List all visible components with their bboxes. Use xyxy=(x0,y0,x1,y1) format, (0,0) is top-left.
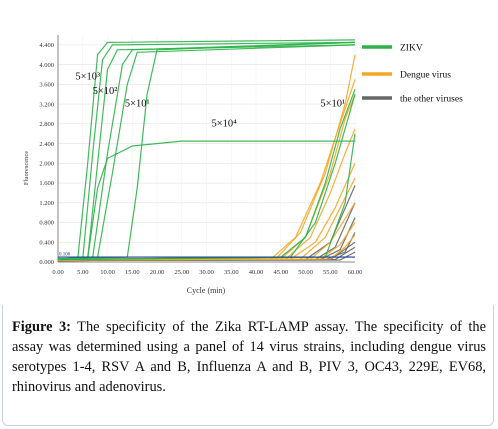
series-line xyxy=(57,133,356,261)
y-tick-label: 1.600 xyxy=(39,180,54,187)
y-tick-label: 0.800 xyxy=(39,220,54,227)
x-tick-label: 45.00 xyxy=(273,269,288,276)
chart-area: 0.000 0.400 0.800 1.200 1.600 2.000 2.400 2.800… xyxy=(23,35,464,295)
amplification-chart: 0.000 0.400 0.800 1.200 1.600 2.000 2.400 2.800… xyxy=(23,35,464,295)
figure-caption: Figure 3: The specificity of the Zika RT… xyxy=(12,317,486,397)
caption-text: The specificity of the Zika RT-LAMP assa… xyxy=(12,319,486,395)
x-tick-label: 20.00 xyxy=(150,269,165,276)
dilution-annotation: 5×10¹ xyxy=(320,99,345,110)
y-axis-label: Fluorescence xyxy=(23,151,30,185)
x-tick-label: 15.00 xyxy=(125,269,140,276)
legend-label: Dengue virus xyxy=(400,71,451,81)
series-line xyxy=(57,234,356,261)
x-tick-label: 0.00 xyxy=(52,269,63,276)
x-tick-label: 35.00 xyxy=(224,269,239,276)
y-tick-label: 0.400 xyxy=(39,239,54,246)
axes xyxy=(57,35,355,263)
tick-labels: 0.000 0.400 0.800 1.200 1.600 2.000 2.400 2.800… xyxy=(39,42,362,276)
y-tick-label: 3.600 xyxy=(39,82,54,89)
y-tick-label: 1.200 xyxy=(39,200,54,207)
y-tick-label: 2.800 xyxy=(39,121,54,128)
x-tick-label: 60.00 xyxy=(348,269,363,276)
x-tick-label: 50.00 xyxy=(298,269,313,276)
y-tick-label: 2.000 xyxy=(39,161,54,168)
legend: ZIKV Dengue virus the other viruses xyxy=(362,44,463,105)
series-line xyxy=(57,251,356,262)
x-axis-label: Cycle (min) xyxy=(187,286,226,295)
dilution-annotation: 5×10² xyxy=(93,86,118,97)
annotations: 5×10³ 5×10² 5×10¹ 5×10⁴ 5×10¹ xyxy=(75,71,345,129)
y-tick-label: 3.200 xyxy=(39,101,54,108)
y-tick-label: 2.400 xyxy=(39,141,54,148)
gridlines xyxy=(57,35,356,263)
legend-label: ZIKV xyxy=(400,44,423,54)
x-tick-label: 55.00 xyxy=(323,269,338,276)
x-tick-label: 5.00 xyxy=(77,269,88,276)
y-tick-label: 4.000 xyxy=(39,62,54,69)
x-tick-label: 30.00 xyxy=(199,269,214,276)
series-line xyxy=(57,140,355,260)
dilution-annotation: 5×10³ xyxy=(75,71,100,82)
dilution-annotation: 5×10¹ xyxy=(125,99,150,110)
series-lines: 0.100 xyxy=(57,39,356,262)
y-tick-label: 4.400 xyxy=(39,42,54,49)
y-tick-label: 0.000 xyxy=(39,259,54,266)
x-tick-label: 40.00 xyxy=(249,269,264,276)
x-tick-label: 25.00 xyxy=(174,269,189,276)
caption-label: Figure 3: xyxy=(12,319,71,335)
x-tick-label: 10.00 xyxy=(100,269,115,276)
dilution-annotation: 5×10⁴ xyxy=(211,118,237,129)
threshold-label: 0.100 xyxy=(59,253,71,258)
legend-label: the other viruses xyxy=(400,95,463,105)
